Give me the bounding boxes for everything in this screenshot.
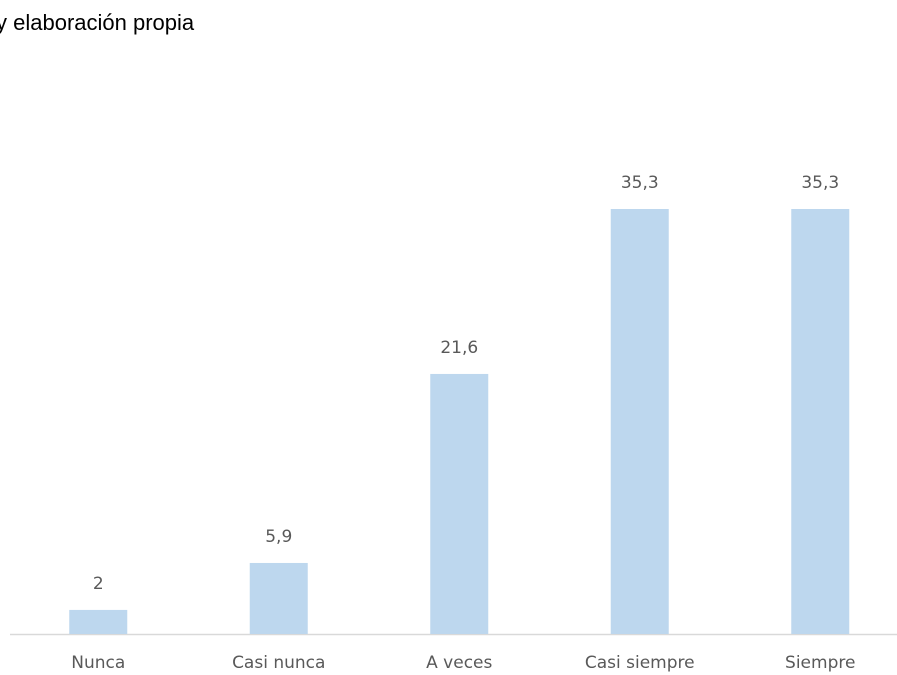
- x-tick-label: Siempre: [785, 653, 855, 673]
- chart-title: y elaboración propia: [0, 10, 195, 35]
- value-label: 2: [93, 574, 104, 594]
- x-tick-label: Casi siempre: [585, 653, 695, 673]
- bar: [249, 562, 308, 634]
- bar: [610, 209, 669, 634]
- value-label: 5,9: [265, 527, 292, 547]
- value-label: 35,3: [801, 173, 839, 193]
- bar: [69, 609, 128, 634]
- bar: [791, 209, 850, 634]
- value-label: 35,3: [621, 173, 659, 193]
- bar: [430, 373, 489, 634]
- x-tick-label: Nunca: [71, 653, 125, 673]
- x-tick-label: Casi nunca: [232, 653, 325, 673]
- value-label: 21,6: [440, 338, 478, 358]
- x-tick-label: A veces: [426, 653, 492, 673]
